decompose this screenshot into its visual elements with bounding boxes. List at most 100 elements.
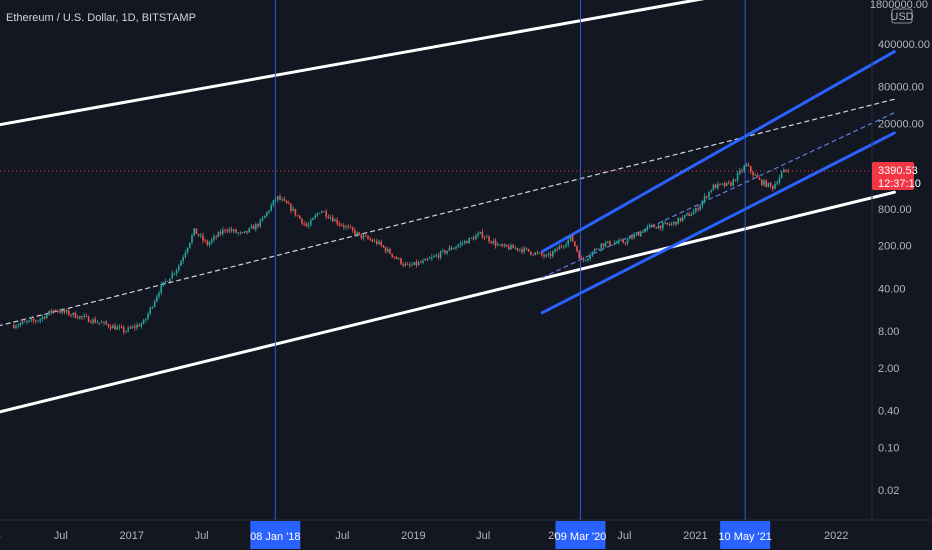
drawn-channels[interactable]	[0, 0, 896, 414]
candle-body	[576, 246, 578, 252]
candle-body	[413, 262, 415, 265]
candle-body	[305, 223, 308, 227]
candle-body	[107, 324, 110, 327]
candle-body	[131, 326, 134, 329]
candle-body	[769, 182, 772, 186]
price-tick: 2.00	[878, 363, 899, 375]
candle-body	[567, 239, 569, 245]
candle-body	[668, 224, 671, 225]
candle-body	[21, 321, 24, 324]
candle-body	[532, 254, 534, 256]
candle-body	[675, 221, 677, 225]
candle-body	[618, 240, 620, 243]
time-tick: 2022	[824, 530, 848, 542]
candle-body	[169, 278, 171, 282]
candle-body	[356, 232, 358, 235]
candle-body	[367, 236, 369, 239]
candle-body	[162, 281, 165, 285]
candle-body	[728, 182, 730, 184]
candle-body	[565, 244, 567, 247]
symbol-title[interactable]: Ethereum / U.S. Dollar, 1D, BITSTAMP	[6, 12, 196, 24]
candle-body	[569, 236, 572, 240]
candle-body	[637, 233, 640, 236]
time-tick: 2017	[120, 530, 144, 542]
candle-body	[589, 255, 591, 259]
marker-date-badges: 08 Jan '18 09 Mar '20 10 May '21	[250, 521, 772, 549]
white-channel-lower-line[interactable]	[0, 190, 896, 414]
candle-body	[494, 240, 497, 246]
candle-body	[140, 323, 143, 327]
candle-body	[178, 265, 180, 271]
time-tick: 2021	[683, 530, 707, 542]
marker-badge-1: 08 Jan '18	[250, 521, 301, 549]
candle-body	[191, 235, 193, 243]
candle-body	[195, 228, 198, 234]
candle-body	[360, 233, 363, 239]
candle-body	[369, 238, 371, 240]
candle-body	[659, 225, 662, 229]
candle-body	[725, 182, 728, 186]
candle-body	[380, 241, 382, 246]
candle-body	[741, 170, 743, 172]
candle-body	[593, 249, 596, 252]
candle-body	[378, 241, 380, 244]
candle-body	[30, 319, 33, 321]
candle-body	[574, 241, 576, 247]
candle-body	[340, 224, 343, 226]
candle-body	[61, 309, 63, 313]
candle-body	[783, 169, 785, 173]
candle-body	[48, 310, 50, 315]
candle-body	[321, 211, 323, 213]
candle-body	[492, 240, 495, 244]
candle-body	[142, 320, 145, 324]
candle-body	[787, 171, 789, 172]
price-unit-box[interactable]: USD	[890, 8, 914, 24]
candle-body	[692, 211, 695, 215]
candle-body	[149, 307, 151, 314]
candle-body	[46, 314, 48, 319]
time-scale[interactable]: 16Jul2017JulJul2019Jul20Jul20212022	[0, 530, 848, 542]
candle-body	[270, 205, 272, 211]
candle-body	[235, 229, 237, 233]
candle-body	[545, 254, 547, 257]
candle-body	[59, 311, 61, 313]
candle-body	[171, 273, 173, 279]
candle-body	[246, 231, 248, 233]
candle-body	[587, 258, 589, 261]
candle-body	[719, 183, 721, 185]
white-channel-upper-line[interactable]	[0, 0, 894, 127]
candle-body	[758, 177, 761, 180]
blue-channel-lower-line[interactable]	[540, 131, 896, 315]
candle-body	[92, 319, 94, 323]
candle-body	[347, 226, 349, 228]
candle-body	[228, 229, 231, 232]
candle-body	[420, 262, 422, 263]
candle-body	[684, 215, 686, 218]
price-scale[interactable]: 1800000.00 400000.00 80000.00 20000.00 800.0…	[870, 0, 930, 497]
price-unit-label: USD	[890, 11, 913, 23]
candle-body	[470, 237, 473, 239]
candle-body	[549, 253, 552, 257]
candle-body	[523, 247, 525, 252]
price-tick: 0.10	[878, 442, 899, 454]
candle-body	[123, 327, 125, 332]
candle-body	[677, 218, 679, 225]
candle-body	[633, 234, 635, 239]
candle-body	[362, 235, 365, 239]
candle-body	[477, 233, 479, 236]
candle-body	[406, 264, 409, 265]
candle-body	[193, 228, 195, 236]
candle-body	[703, 196, 706, 202]
candle-body	[189, 242, 191, 248]
candle-body	[219, 232, 222, 234]
candle-body	[72, 312, 74, 316]
candle-body	[211, 239, 213, 243]
candle-body	[556, 248, 558, 250]
candle-body	[96, 322, 99, 324]
candle-body	[316, 213, 319, 216]
candle-body	[17, 325, 19, 327]
candle-body	[160, 284, 162, 293]
blue-channel-upper-line[interactable]	[540, 50, 896, 254]
candle-body	[296, 215, 299, 216]
